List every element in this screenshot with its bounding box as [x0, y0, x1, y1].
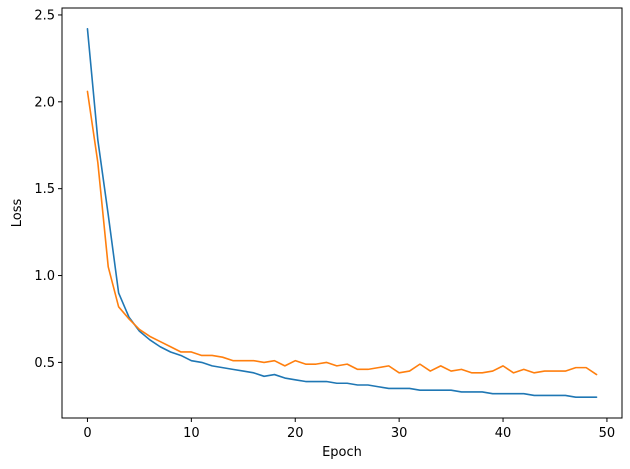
series-line-1 — [86, 28, 598, 398]
y-tick-label: 1.5 — [34, 182, 55, 197]
y-tick-label: 2.0 — [34, 95, 55, 110]
x-tick-label: 10 — [183, 426, 200, 441]
x-axis-ticks: 0 10 20 30 40 50 — [83, 418, 615, 441]
y-axis-label: Loss — [10, 199, 25, 228]
y-tick-label: 1.0 — [34, 269, 55, 284]
x-tick-label: 40 — [495, 426, 512, 441]
series-layer — [86, 28, 598, 398]
y-tick-label: 2.5 — [34, 8, 55, 23]
y-axis-ticks: 0.5 1.0 1.5 2.0 2.5 — [34, 8, 62, 371]
x-tick-label: 0 — [83, 426, 91, 441]
series-line-2 — [86, 90, 598, 376]
x-axis-label: Epoch — [322, 445, 362, 460]
x-tick-label: 20 — [287, 426, 304, 441]
plot-frame — [61, 7, 623, 419]
x-tick-label: 50 — [599, 426, 616, 441]
y-tick-label: 0.5 — [34, 356, 55, 371]
x-tick-label: 30 — [391, 426, 408, 441]
